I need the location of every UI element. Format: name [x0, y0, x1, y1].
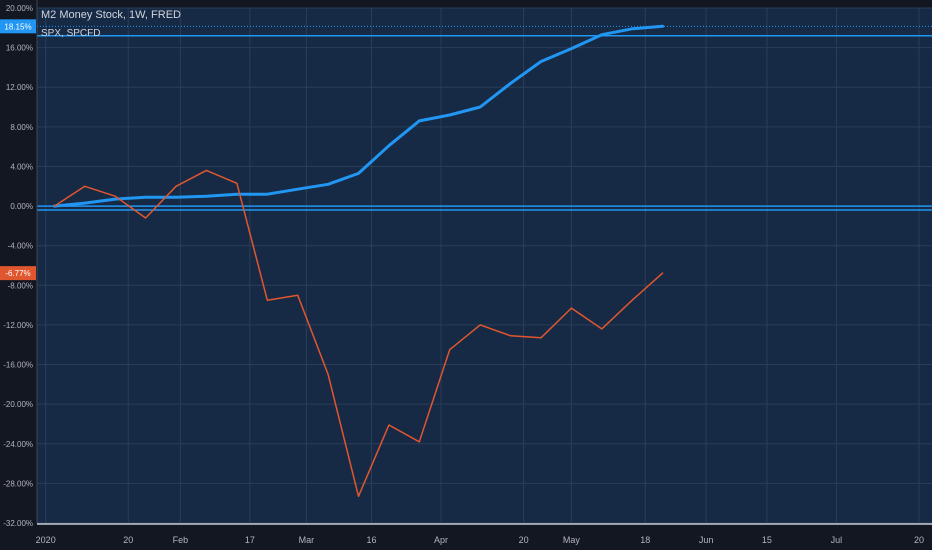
x-tick-label: 2020	[36, 535, 56, 545]
y-axis[interactable]: 20.00% 16.00% 12.00% 8.00% 4.00% 0.00% -4.00% -…	[3, 0, 38, 528]
x-tick-label: 15	[762, 535, 772, 545]
y-tick-label: 20.00%	[6, 4, 33, 13]
grid-lines	[37, 7, 932, 524]
y-tick-label: 4.00%	[10, 162, 33, 171]
chart-title[interactable]: M2 Money Stock, 1W, FRED	[41, 9, 181, 21]
y-tick-label: -4.00%	[8, 242, 33, 251]
x-tick-label: 16	[367, 535, 377, 545]
last-value-labels: 18.15% -6.77%	[0, 19, 36, 281]
x-tick-label: May	[563, 535, 581, 545]
y-tick-label: 12.00%	[6, 83, 33, 92]
y-tick-label: -32.00%	[3, 519, 33, 528]
y-tick-label: -24.00%	[3, 440, 33, 449]
last-value-badge-text: 18.15%	[4, 22, 31, 31]
x-tick-label: Apr	[434, 535, 448, 545]
x-tick-label: Mar	[299, 535, 315, 545]
x-tick-label: 18	[640, 535, 650, 545]
horizontal-lines	[37, 25, 932, 211]
x-tick-label: 20	[123, 535, 133, 545]
spx-line	[53, 169, 664, 498]
x-tick-label: 20	[519, 535, 529, 545]
m2-money-stock-line	[52, 24, 665, 208]
y-tick-label: -16.00%	[3, 361, 33, 370]
x-tick-label: Jun	[699, 535, 714, 545]
x-tick-label: Jul	[831, 535, 843, 545]
y-tick-label: 8.00%	[10, 123, 33, 132]
x-tick-label: Feb	[173, 535, 189, 545]
y-tick-label: -8.00%	[8, 281, 33, 290]
y-tick-label: 0.00%	[10, 202, 33, 211]
y-tick-label: -28.00%	[3, 479, 33, 488]
y-tick-label: 16.00%	[6, 44, 33, 53]
last-value-badge	[0, 266, 36, 281]
plot-area[interactable]	[37, 8, 932, 523]
last-value-badge	[0, 19, 36, 34]
y-tick-label: -12.00%	[3, 321, 33, 330]
chart-subtitle[interactable]: SPX, SPCFD	[41, 28, 101, 39]
y-tick-label: -20.00%	[3, 400, 33, 409]
x-axis[interactable]: 2020 20 Feb 17 Mar 16 Apr 20 May 18 Jun 15 Jul 20	[36, 523, 932, 545]
x-tick-label: 17	[245, 535, 255, 545]
series-lines	[52, 24, 665, 498]
last-value-badge-text: -6.77%	[5, 269, 30, 278]
x-tick-label: 20	[914, 535, 924, 545]
